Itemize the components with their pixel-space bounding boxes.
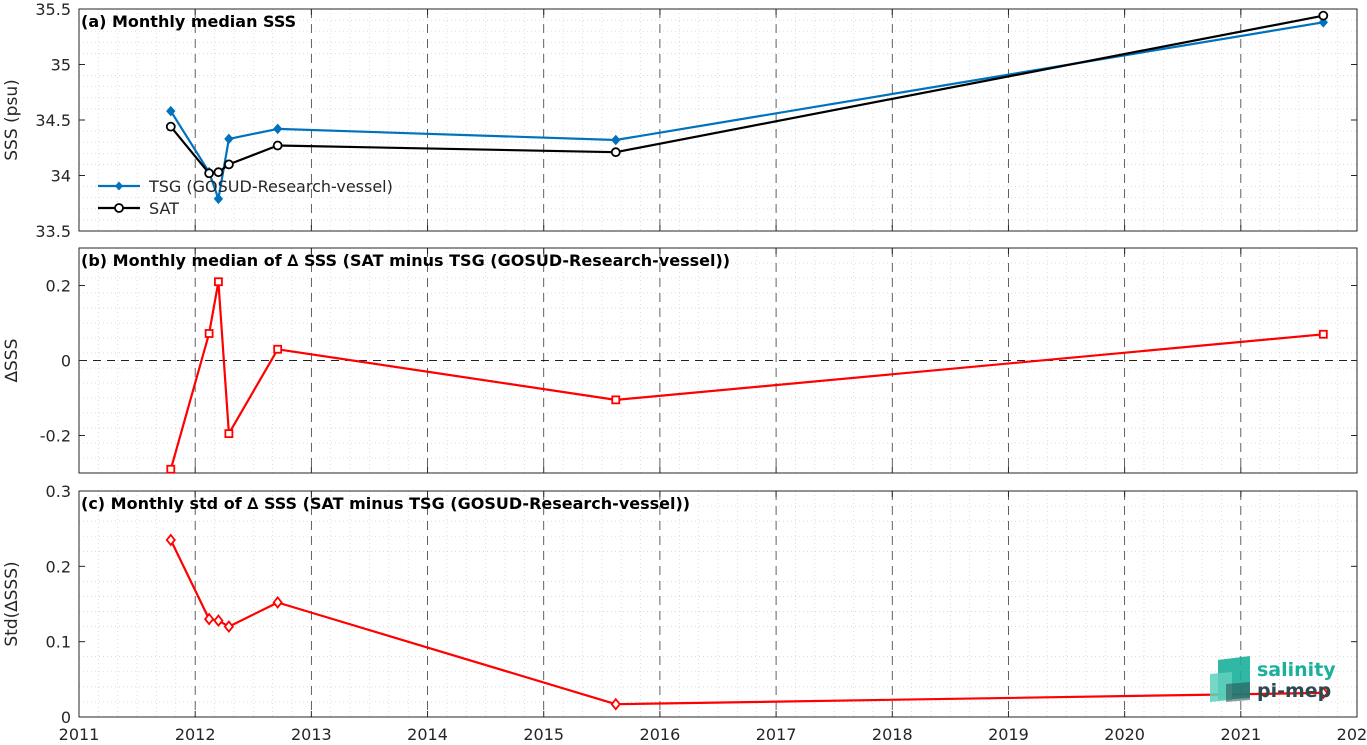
data-point-marker <box>213 167 224 178</box>
data-point-marker <box>214 277 223 287</box>
data-point-marker <box>213 193 224 205</box>
y-axis-label: SSS (psu) <box>2 79 22 160</box>
data-point-marker <box>611 134 621 146</box>
data-point-marker <box>224 429 234 439</box>
data-point-marker <box>204 168 215 179</box>
legend-marker <box>115 181 123 191</box>
data-point-marker <box>273 344 283 354</box>
x-tick-label: 2011 <box>59 725 100 744</box>
y-tick-label: 0.2 <box>46 277 71 296</box>
data-point-marker <box>610 697 621 711</box>
x-tick-label: 2016 <box>640 725 681 744</box>
panel-title: (c) Monthly std of ∆ SSS (SAT minus TSG … <box>81 494 690 513</box>
y-tick-label: 0.1 <box>46 633 71 652</box>
x-tick-label: 2020 <box>1104 725 1145 744</box>
x-tick-label: 2017 <box>756 725 797 744</box>
panel-title: (a) Monthly median SSS <box>81 12 296 31</box>
y-axis-label: ∆SSS <box>2 339 22 384</box>
y-tick-label: 0 <box>61 708 71 727</box>
x-tick-label: 2021 <box>1220 725 1261 744</box>
y-tick-label: 34 <box>51 167 71 186</box>
data-point-marker <box>204 329 214 338</box>
data-point-marker <box>165 121 176 132</box>
x-tick-label: 2018 <box>872 725 913 744</box>
legend-label: SAT <box>149 199 179 218</box>
data-point-marker <box>224 133 234 145</box>
y-tick-label: 35.5 <box>35 0 71 19</box>
logo-text-pi-mep: pi-mep <box>1257 680 1331 702</box>
y-tick-label: 0.2 <box>46 557 71 576</box>
panel-title: (b) Monthly median of ∆ SSS (SAT minus T… <box>81 251 730 270</box>
x-tick-label: 2013 <box>291 725 332 744</box>
series-a-1 <box>165 10 1329 179</box>
x-tick-label: 2014 <box>407 725 448 744</box>
data-point-marker <box>166 105 176 117</box>
data-point-marker <box>272 596 283 609</box>
series-b-0 <box>166 277 1328 474</box>
x-tick-label: 2015 <box>523 725 564 744</box>
y-tick-label: -0.2 <box>40 427 71 446</box>
data-point-marker <box>611 395 621 405</box>
data-point-marker <box>166 464 176 474</box>
legend-label: TSG (GOSUD-Research-vessel) <box>148 177 393 196</box>
x-tick-label: 2019 <box>988 725 1029 744</box>
data-point-marker <box>223 159 234 170</box>
data-point-marker <box>223 620 235 634</box>
x-tick-label: 2012 <box>175 725 216 744</box>
panel-c: 0 0.1 0.2 0.3 2011 2012 2013 2014 2015 2016 2017 20… <box>2 482 1367 744</box>
y-tick-label: 33.5 <box>35 222 71 241</box>
data-point-marker <box>1318 686 1329 700</box>
y-tick-label: 34.5 <box>35 111 71 130</box>
logo-text-salinity: salinity <box>1257 659 1336 681</box>
axes-box <box>78 490 1358 718</box>
data-point-marker <box>203 612 215 626</box>
data-point-marker <box>272 140 283 151</box>
x-tick-label: 2022 <box>1337 725 1367 744</box>
data-point-marker <box>610 147 621 158</box>
data-point-marker <box>1318 329 1328 339</box>
legend: TSG (GOSUD-Research-vessel) SAT <box>98 177 393 218</box>
logo-emblem-icon <box>1210 656 1250 702</box>
panel-b: -0.2 0 0.2 ∆SSS (b) Monthly median of ∆ SSS … <box>2 247 1358 474</box>
salinity-pi-mep-logo: salinity pi-mep <box>1210 656 1336 702</box>
legend-marker <box>114 203 124 213</box>
data-point-marker <box>273 123 283 135</box>
y-axis-label: Std(∆SSS) <box>2 561 22 646</box>
data-point-marker <box>165 533 176 547</box>
y-tick-label: 35 <box>51 56 71 75</box>
y-tick-label: 0 <box>61 352 71 371</box>
data-point-marker <box>1318 10 1329 21</box>
panel-a: 33.5 34 34.5 35 35.5 SSS (psu) (a) Monthly med… <box>2 0 1358 241</box>
series-c-0 <box>165 533 1329 711</box>
y-tick-label: 0.3 <box>46 482 71 501</box>
data-point-marker <box>213 614 224 628</box>
